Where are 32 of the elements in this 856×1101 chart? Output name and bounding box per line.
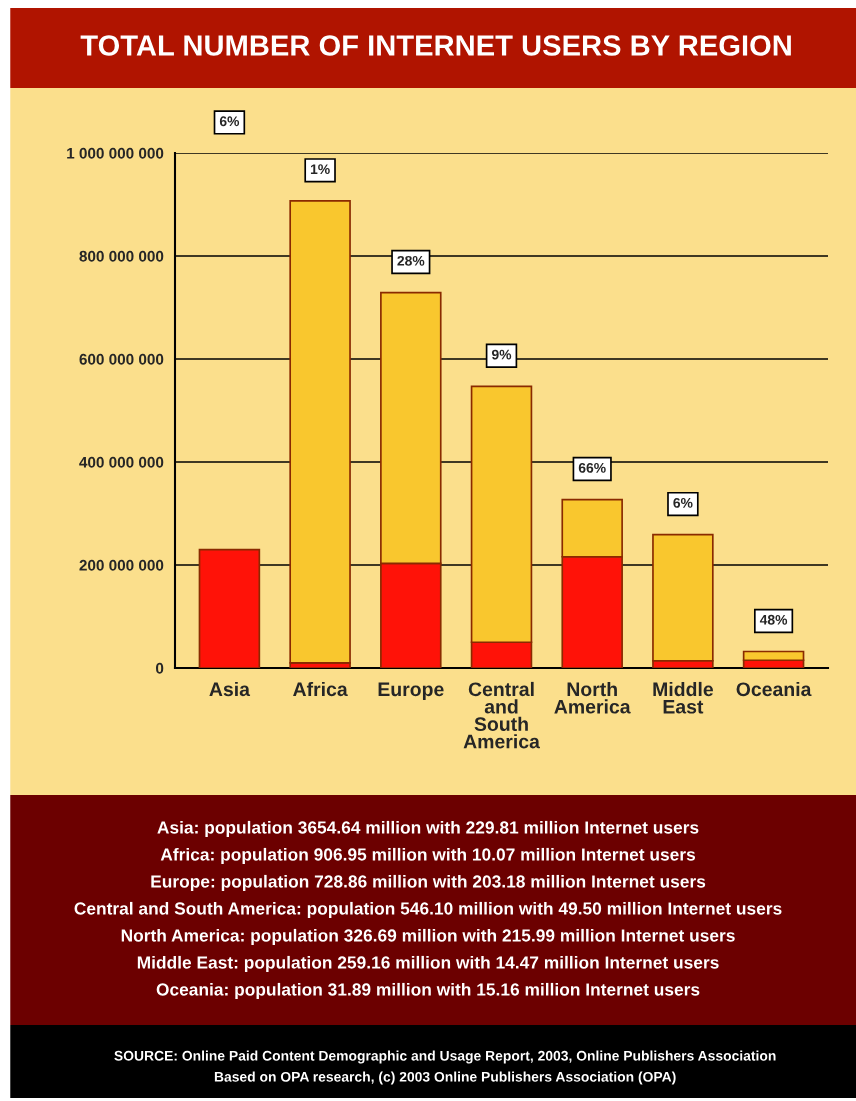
y-tick-label: 200 000 000 [79, 559, 164, 571]
annotation: 1% [310, 164, 330, 175]
x-tick-label: Middle East [653, 681, 714, 714]
y-tick-label: 1 000 000 000 [67, 147, 164, 159]
text: Middle East: population 259.16 million with 14.47 million Internet users [137, 955, 719, 973]
annotation: 28% [397, 255, 425, 266]
text: North America: population 326.69 million with 215.99 million Internet users [121, 928, 735, 946]
x-tick-label: Oceania [736, 681, 812, 697]
text: Africa: population 906.95 million with 10.07 million Internet users [160, 847, 696, 865]
text: Central and South America: population 546.10 million with 49.50 million Internet users [74, 901, 782, 919]
annotation: 6% [673, 497, 693, 508]
text: Oceania: population 31.89 million with 15.16 million Internet users [156, 982, 700, 1000]
bar [289, 200, 351, 664]
text: Europe: population 728.86 million with 203.18 million Internet users [151, 874, 706, 892]
annotation: 9% [491, 349, 512, 360]
text: Asia: population 3654.64 million with 229.81 million Internet users [157, 820, 699, 838]
annotation: 48% [759, 614, 788, 625]
chart-title: TOTAL NUMBER OF INTERNET USERS BY REGION [80, 35, 791, 56]
y-tick-label: 800 000 000 [79, 250, 164, 262]
source-note: SOURCE: Online Paid Content Demographic and Usage Report, 2003, Online Publishers Association [114, 1050, 776, 1064]
text: 6% [219, 116, 240, 127]
x-tick-label: Africa [293, 681, 348, 697]
y-tick-label: 400 000 000 [79, 456, 164, 468]
x-tick-label: Central and South America [463, 681, 540, 749]
text: Based on OPA research, (c) 2003 Online Publishers Association (OPA) [214, 1071, 676, 1085]
y-tick-label: 600 000 000 [79, 353, 164, 365]
x-tick-label: North America [554, 681, 631, 714]
annotation: 66% [578, 462, 606, 473]
x-tick-label: Europe [378, 682, 444, 701]
x-tick-label: Asia [209, 681, 251, 697]
bar [198, 548, 261, 668]
y-tick-label: 0 [156, 662, 164, 674]
